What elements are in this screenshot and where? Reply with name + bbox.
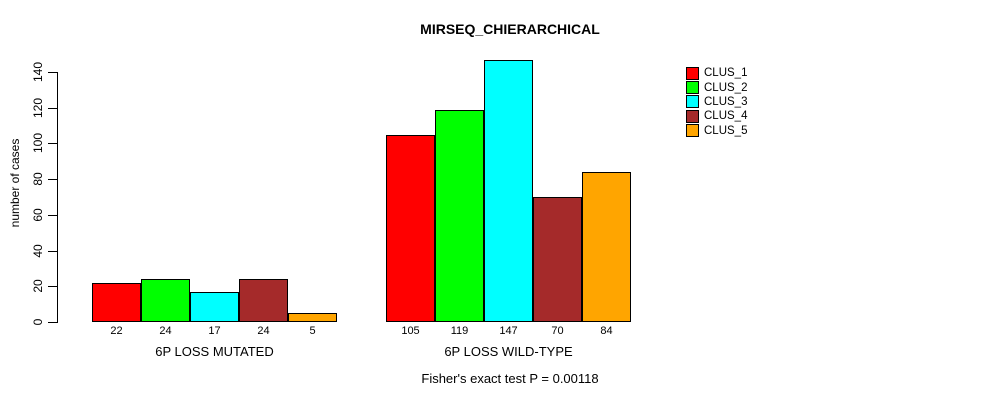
y-axis-tick-label: 100 (31, 133, 45, 154)
legend-item-clus_1: CLUS_1 (686, 66, 747, 80)
bar-value-label: 22 (110, 325, 123, 337)
bar-value-label: 24 (159, 325, 172, 337)
bar-clus_4-group2 (533, 197, 582, 322)
annotation-text: Fisher's exact test P = 0.00118 (421, 371, 599, 386)
legend-label: CLUS_3 (704, 95, 748, 108)
legend-label: CLUS_4 (704, 110, 748, 123)
y-axis-tick (48, 143, 57, 145)
bar-value-label: 5 (309, 325, 316, 337)
legend-swatch-clus_3 (686, 95, 699, 109)
bar-value-label: 147 (499, 325, 518, 337)
bar-clus_4-group1 (239, 279, 288, 322)
legend-swatch-clus_5 (686, 124, 699, 138)
y-axis-tick-label: 60 (31, 208, 45, 222)
legend-swatch-clus_4 (686, 109, 699, 123)
legend-item-clus_4: CLUS_4 (686, 109, 747, 123)
y-axis-tick (48, 250, 57, 252)
legend-item-clus_2: CLUS_2 (686, 80, 748, 95)
chart-title: MIRSEQ_CHIERARCHICAL (420, 21, 600, 37)
y-axis-tick (48, 179, 57, 181)
bar-clus_5-group2 (582, 172, 631, 322)
bar-value-label: 84 (600, 325, 613, 337)
bar-value-label: 17 (208, 325, 221, 337)
y-axis-tick (48, 286, 57, 288)
y-axis-tick (48, 214, 57, 216)
y-axis-tick (48, 107, 57, 109)
bar-clus_3-group2 (484, 59, 533, 322)
y-axis-line (57, 72, 58, 323)
legend-label: CLUS_2 (704, 81, 748, 94)
bar-value-label: 119 (450, 325, 469, 337)
bar-value-label: 70 (551, 325, 564, 337)
legend-label: CLUS_1 (704, 67, 748, 80)
y-axis-tick-label: 40 (31, 243, 45, 258)
y-axis-tick-label: 80 (31, 172, 45, 186)
bar-value-label: 24 (257, 325, 270, 337)
y-axis-tick-label: 20 (31, 279, 45, 293)
x-category-label: 6P LOSS MUTATED (155, 344, 274, 359)
legend-item-clus_5: CLUS_5 (686, 124, 747, 138)
bar-clus_5-group1 (288, 313, 337, 322)
y-axis-tick-label: 140 (31, 61, 45, 83)
y-axis-tick (48, 72, 57, 73)
legend-label: CLUS_5 (704, 124, 748, 137)
legend-swatch-clus_2 (686, 81, 699, 95)
bar-clus_1-group1 (92, 282, 141, 322)
legend-swatch-clus_1 (686, 66, 699, 80)
bar-clus_2-group1 (141, 279, 190, 322)
legend-item-clus_3: CLUS_3 (686, 95, 747, 109)
bar-clus_3-group1 (190, 291, 239, 322)
y-axis-label: number of cases (8, 138, 22, 228)
y-axis-tick-label: 120 (31, 97, 45, 118)
y-axis-tick (48, 322, 57, 323)
legend: CLUS_1 CLUS_2 CLUS_3 CLUS_4 CLUS_5 (686, 66, 747, 138)
bar-value-label: 105 (401, 325, 420, 337)
bar-clus_1-group2 (386, 134, 435, 322)
bar-clus_2-group2 (435, 109, 484, 322)
y-axis-tick-label: 0 (31, 318, 45, 326)
x-category-label: 6P LOSS WILD-TYPE (444, 344, 573, 359)
